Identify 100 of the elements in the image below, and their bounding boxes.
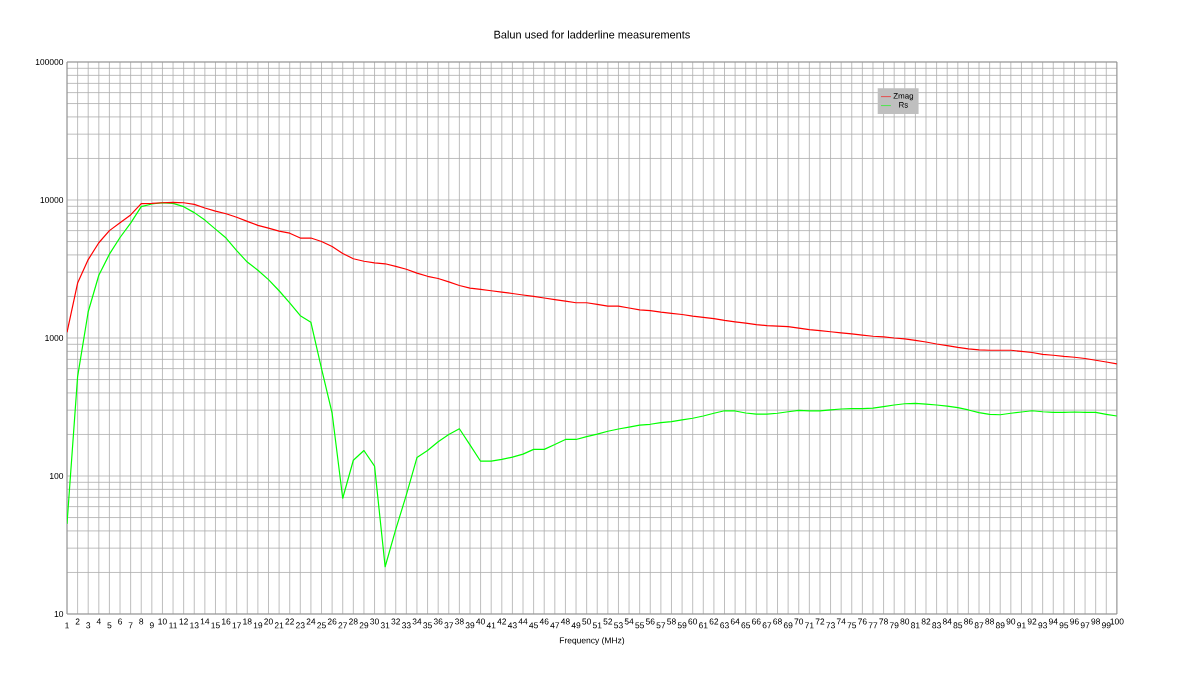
x-tick-label: 96: [1070, 618, 1079, 625]
x-tick-label: 46: [539, 618, 549, 625]
x-tick-label: 43: [507, 622, 517, 629]
x-tick-label: 37: [444, 622, 454, 629]
x-tick-label: 89: [995, 622, 1005, 629]
x-tick-label: 45: [529, 622, 538, 629]
x-tick-label: 50: [582, 618, 592, 625]
x-tick-label: 97: [1080, 622, 1090, 629]
x-tick-label: 67: [762, 622, 772, 629]
x-tick-label: 58: [667, 618, 676, 625]
x-tick-label: 44: [518, 618, 528, 625]
x-tick-label: 66: [752, 618, 761, 625]
x-tick-label: 95: [1059, 622, 1069, 629]
x-tick-label: 47: [550, 622, 560, 629]
x-tick-label: 64: [730, 618, 740, 625]
x-tick-label: 4: [96, 618, 101, 625]
x-tick-label: 55: [635, 622, 645, 629]
x-tick-label: 56: [645, 618, 655, 625]
x-tick-label: 85: [953, 622, 963, 629]
x-tick-label: 83: [932, 622, 941, 629]
x-tick-label: 41: [486, 622, 496, 629]
x-tick-label: 21: [274, 622, 284, 629]
x-tick-label: 68: [773, 618, 782, 625]
y-tick-label: 100000: [35, 59, 64, 65]
x-tick-label: 60: [688, 618, 698, 625]
x-tick-label: 19: [253, 622, 263, 629]
x-tick-label: 59: [677, 622, 687, 629]
y-tick-label: 10: [54, 611, 64, 617]
x-tick-label: 26: [327, 618, 337, 625]
x-tick-label: 12: [179, 618, 188, 625]
x-tick-label: 35: [423, 622, 432, 629]
y-tick-label: 1000: [45, 335, 64, 341]
x-tick-label: 99: [1101, 622, 1111, 629]
x-tick-label: 25: [317, 622, 326, 629]
x-tick-label: 71: [805, 622, 814, 629]
x-tick-label: 49: [571, 622, 581, 629]
x-tick-label: 8: [139, 618, 144, 625]
x-tick-label: 90: [1006, 618, 1016, 625]
x-tick-label: 93: [1038, 622, 1047, 629]
x-tick-label: 9: [149, 622, 154, 629]
x-tick-label: 91: [1017, 622, 1026, 629]
x-tick-label: 22: [285, 618, 294, 625]
x-tick-label: 87: [974, 622, 984, 629]
x-tick-label: 51: [592, 622, 602, 629]
x-tick-label: 31: [380, 622, 390, 629]
x-tick-label: 54: [624, 618, 634, 625]
x-tick-label: 92: [1027, 618, 1037, 625]
x-tick-label: 14: [200, 618, 210, 625]
x-tick-label: 88: [985, 618, 994, 625]
x-tick-label: 78: [879, 618, 888, 625]
x-tick-label: 61: [699, 622, 708, 629]
x-tick-label: 100: [1110, 618, 1124, 625]
x-tick-label: 77: [868, 622, 878, 629]
x-tick-label: 36: [433, 618, 443, 625]
y-tick-label: 10000: [40, 197, 64, 203]
x-tick-label: 74: [836, 618, 846, 625]
x-tick-label: 15: [211, 622, 220, 629]
x-tick-label: 98: [1091, 618, 1101, 625]
x-tick-label: 11: [169, 622, 178, 629]
x-tick-label: 17: [232, 622, 241, 629]
x-tick-label: 20: [264, 618, 273, 625]
x-tick-label: 24: [306, 618, 316, 625]
x-tick-label: 29: [359, 622, 369, 629]
x-tick-label: 75: [847, 622, 857, 629]
x-tick-label: 28: [349, 618, 358, 625]
y-tick-label: 100: [49, 473, 64, 479]
x-tick-label: 34: [412, 618, 422, 625]
x-tick-label: 2: [75, 618, 80, 625]
x-tick-label: 23: [296, 622, 305, 629]
x-tick-label: 84: [942, 618, 952, 625]
x-tick-label: 65: [741, 622, 751, 629]
x-tick-label: 70: [794, 618, 804, 625]
x-tick-label: 30: [370, 618, 379, 625]
x-tick-label: 1: [65, 622, 69, 629]
x-tick-label: 18: [243, 618, 252, 625]
x-tick-label: 38: [455, 618, 464, 625]
x-tick-label: 82: [921, 618, 931, 625]
line-series: [67, 202, 1117, 568]
x-tick-label: 63: [720, 622, 729, 629]
x-tick-label: 79: [889, 622, 899, 629]
x-tick-label: 40: [476, 618, 485, 625]
x-tick-label: 57: [656, 622, 666, 629]
x-tick-label: 16: [222, 618, 231, 625]
x-axis-title: Frequency (MHz): [559, 637, 625, 646]
x-tick-label: 7: [128, 622, 133, 629]
x-tick-label: 6: [118, 618, 123, 625]
x-tick-label: 72: [815, 618, 825, 625]
x-tick-label: 80: [900, 618, 910, 625]
x-tick-label: 52: [603, 618, 613, 625]
x-tick-label: 48: [560, 618, 570, 625]
x-tick-label: 33: [401, 622, 411, 629]
x-tick-label: 39: [465, 622, 475, 629]
x-tick-label: 53: [614, 622, 623, 629]
x-tick-label: 86: [964, 618, 973, 625]
chart-title: Balun used for ladderline measurements: [494, 30, 690, 39]
x-tick-label: 42: [497, 618, 507, 625]
x-tick-label: 81: [911, 622, 920, 629]
x-tick-label: 73: [826, 622, 835, 629]
x-tick-label: 32: [391, 618, 401, 625]
x-tick-label: 3: [86, 622, 91, 629]
